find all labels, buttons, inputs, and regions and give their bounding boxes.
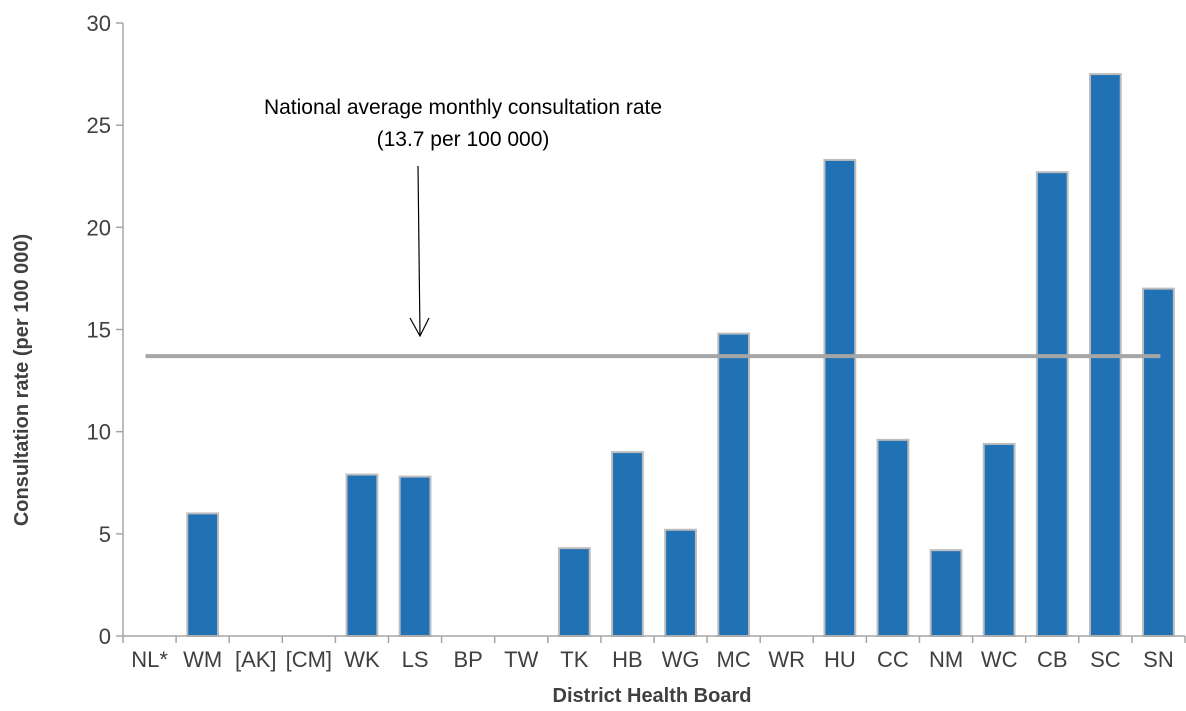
bar-cc: [876, 438, 910, 637]
bar-sn: [1142, 287, 1175, 637]
bar-hu: [823, 158, 857, 638]
x-tick-label: CC: [877, 647, 909, 672]
y-tick-label: 25: [87, 113, 111, 138]
y-tick-label: 10: [87, 420, 111, 445]
x-tick-label: WM: [183, 647, 222, 672]
x-tick-label: TK: [560, 647, 588, 672]
annotation-arrow-shaft: [417, 165, 421, 337]
bar-mc: [717, 332, 751, 637]
x-tick-label: WK: [344, 647, 380, 672]
x-tick-label: NM: [929, 647, 963, 672]
y-tick-label: 15: [87, 318, 111, 343]
reference-annotation-line2: (13.7 per 100 000): [377, 128, 550, 151]
annotation-arrow-head: [409, 317, 430, 338]
x-tick-label: CB: [1037, 647, 1068, 672]
reference-line-group: [145, 165, 1161, 359]
x-tick-label: SN: [1143, 647, 1174, 672]
y-tick-label: 20: [87, 215, 111, 240]
x-tick-label: [CM]: [286, 647, 332, 672]
bar-tk: [557, 547, 591, 637]
x-tick-label: WG: [662, 647, 700, 672]
x-tick-label: MC: [717, 647, 751, 672]
bar-wg: [664, 528, 697, 637]
y-axis-title: Consultation rate (per 100 000): [11, 234, 33, 526]
y-axis: 0 5 10 15 20 25 30: [87, 11, 124, 649]
bar-wm: [186, 512, 220, 638]
x-tick-label: HU: [824, 647, 856, 672]
x-tick-label: WR: [768, 647, 805, 672]
y-tick-label: 0: [99, 624, 111, 649]
x-axis-title: District Health Board: [553, 685, 752, 707]
bars: [186, 73, 1175, 638]
bar-ls: [398, 475, 432, 637]
bar-wk: [345, 473, 379, 637]
reference-annotation-line1: National average monthly consultation ra…: [264, 96, 662, 119]
x-tick-label: HB: [612, 647, 643, 672]
x-tick-label: NL*: [131, 647, 168, 672]
bar-hb: [611, 451, 644, 637]
x-tick-label: TW: [504, 647, 538, 672]
x-tick-label: BP: [453, 647, 482, 672]
x-tick-label: [AK]: [235, 647, 277, 672]
bar-nm: [929, 549, 963, 637]
x-tick-label: LS: [402, 647, 429, 672]
bar-cb: [1035, 171, 1069, 637]
x-tick-label: SC: [1090, 647, 1121, 672]
x-axis: NL* WM [AK] [CM] WK LS BP TW TK HB WG MC WR HU CC NM WC C…: [122, 635, 1186, 672]
y-tick-label: 30: [87, 11, 111, 36]
y-tick-label: 5: [99, 522, 111, 547]
bar-wc: [982, 442, 1016, 637]
x-tick-label: WC: [981, 647, 1018, 672]
